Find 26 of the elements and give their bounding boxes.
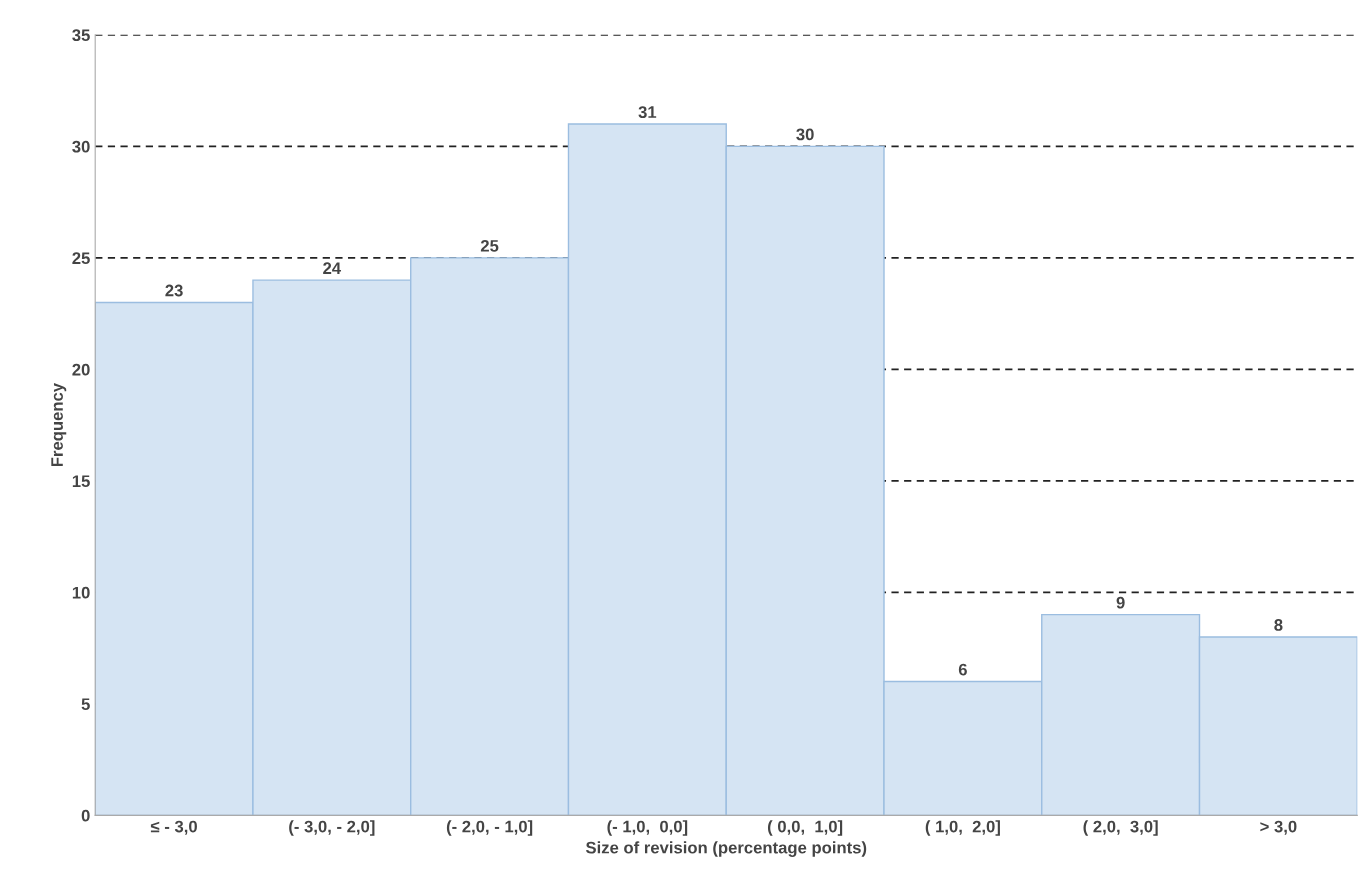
x-tick-label: (- 1,0, 0,0] — [607, 820, 688, 836]
data-label: 6 — [958, 663, 967, 676]
x-tick-label: ( 1,0, 2,0] — [925, 820, 1000, 836]
y-tick-label: 20 — [72, 363, 90, 376]
y-tick-label: 25 — [72, 252, 90, 265]
y-axis-title: Frequency — [51, 383, 67, 467]
y-tick-label: 0 — [81, 809, 90, 822]
y-tick-label: 10 — [72, 586, 90, 599]
x-tick-label: (- 3,0, - 2,0] — [289, 820, 375, 836]
data-label: 9 — [1116, 596, 1125, 609]
y-tick-label: 5 — [81, 698, 90, 711]
data-label: 24 — [323, 262, 342, 274]
x-tick-label: ( 0,0, 1,0] — [767, 820, 843, 836]
data-label: 25 — [480, 239, 499, 252]
x-tick-label: ( 2,0, 3,0] — [1083, 820, 1158, 836]
y-tick-label: 30 — [72, 140, 90, 153]
data-label: 8 — [1274, 619, 1283, 631]
data-label: 30 — [796, 128, 814, 141]
x-tick-label: > 3,0 — [1260, 820, 1297, 835]
x-tick-label: (- 2,0, - 1,0] — [446, 820, 533, 836]
x-axis-title: Size of revision (percentage points) — [585, 841, 867, 857]
data-label: 31 — [638, 106, 657, 119]
y-tick-label: 35 — [72, 29, 90, 42]
data-label: 23 — [165, 284, 183, 297]
y-tick-label: 15 — [72, 475, 90, 488]
x-tick-label: ≤ - 3,0 — [150, 820, 197, 835]
